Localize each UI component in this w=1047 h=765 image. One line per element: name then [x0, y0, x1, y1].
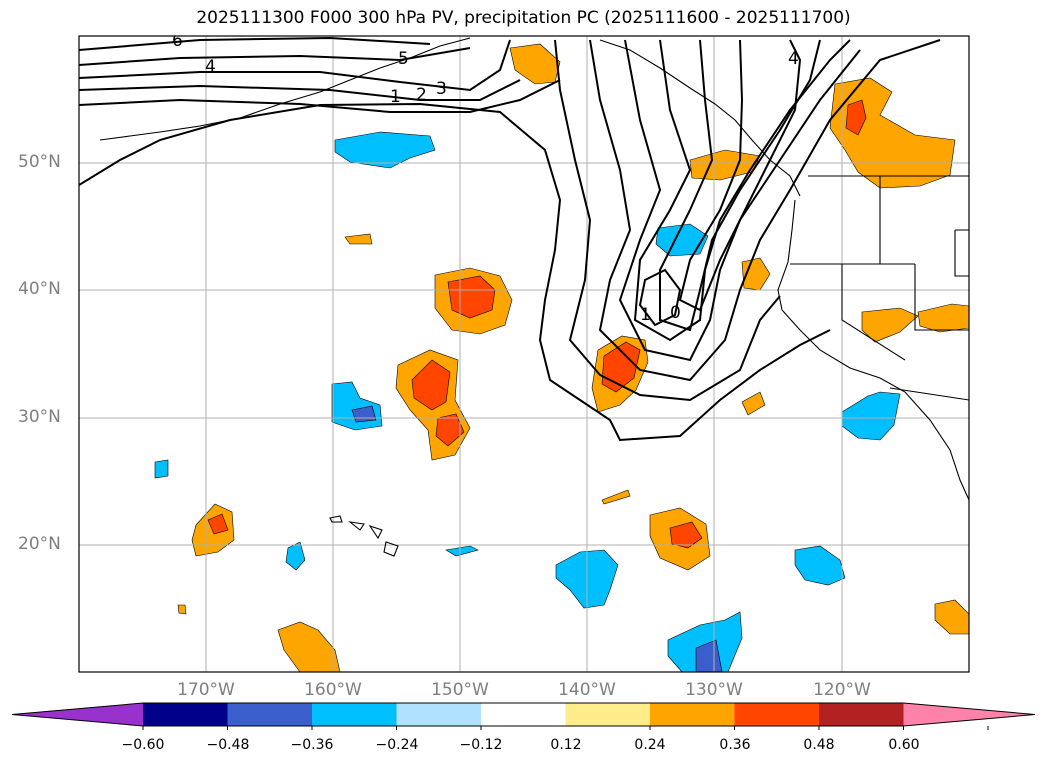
contour-label: 1 [640, 305, 651, 325]
lon-label-130w: 130°W [685, 680, 743, 700]
precip-negative-area [655, 223, 709, 257]
lat-label-30n: 30°N [18, 407, 61, 427]
precip-strong-positive-area [435, 413, 465, 447]
colorbar-segment [143, 703, 228, 726]
colorbar-segment [481, 703, 566, 726]
colorbar [11, 702, 1036, 730]
graticule [79, 36, 969, 672]
pv-contours [79, 36, 941, 442]
pv-contour [618, 39, 861, 362]
colorbar-tick-label: −0.24 [375, 737, 419, 753]
contour-label: 4 [205, 57, 216, 77]
precip-negative-area [154, 459, 169, 479]
map-title: 2025111300 F000 300 hPa PV, precipitatio… [196, 8, 851, 28]
colorbar-tick-label: −0.60 [121, 737, 165, 753]
precip-strong-positive-area [207, 513, 229, 535]
precip-strong-positive-area [601, 341, 641, 393]
lon-label-170w: 170°W [177, 680, 235, 700]
colorbar-tick-label: 0.24 [634, 737, 666, 753]
precip-negative-area [334, 131, 436, 169]
pv-contour-labels: 6 4 5 1 2 3 4 1 0 [172, 31, 799, 325]
colorbar-segment [650, 703, 735, 726]
colorbar-segment [565, 703, 651, 726]
map-frame [78, 35, 970, 673]
colorbar-extend-min [12, 703, 143, 726]
state-boundaries [790, 176, 969, 361]
north-american-coastline [777, 199, 969, 501]
lat-label-40n: 40°N [18, 279, 61, 299]
us-mexico-border [889, 387, 969, 401]
precip-positive-area [741, 391, 766, 416]
pv-contour [79, 36, 431, 51]
pv-contour [678, 39, 802, 312]
colorbar-tick-label: −0.36 [290, 737, 334, 753]
pv-contour [659, 39, 821, 332]
colorbar-tick-label: 0.48 [803, 737, 835, 753]
precip-positive-area [277, 621, 341, 672]
precip-negative-area [445, 545, 479, 557]
colorbar-segments [11, 702, 1036, 727]
contour-label: 3 [436, 79, 447, 99]
coastlines [99, 37, 969, 557]
lat-label-20n: 20°N [18, 534, 61, 554]
precip-negative-area [285, 541, 306, 571]
precip-negative-area [841, 391, 901, 441]
precip-positive-area [917, 303, 969, 333]
precip-positive-area [601, 489, 631, 505]
precip-strong-positive-area [845, 99, 867, 136]
pv-contour [79, 79, 561, 113]
contour-label: 6 [172, 31, 183, 51]
contour-label: 5 [398, 49, 409, 69]
contour-label: 1 [390, 87, 401, 107]
map-canvas: 6 4 5 1 2 3 4 1 0 [78, 31, 970, 673]
alaska-panhandle-coastline [599, 39, 801, 197]
precip-negative-area [667, 611, 743, 672]
lon-label-150w: 150°W [431, 680, 489, 700]
pv-closed-contour [638, 268, 682, 327]
lat-label-50n: 50°N [18, 152, 61, 172]
colorbar-tick-label: 0.36 [719, 737, 751, 753]
colorbar-segment [227, 703, 313, 726]
precip-strong-positive-area [411, 359, 451, 411]
colorbar-tick-label: 0.60 [888, 737, 920, 753]
precip-strong-negative-area [695, 639, 723, 672]
pv-contour [79, 47, 471, 66]
alaska-coastline [99, 37, 471, 141]
colorbar-tick-label: 0.12 [550, 737, 582, 753]
precip-positive-area [934, 599, 969, 635]
colorbar-segment [312, 703, 397, 726]
precip-strong-positive-area [669, 521, 703, 549]
hawaii-islands [329, 515, 399, 557]
pv-contour [79, 102, 831, 442]
colorbar-segment [734, 703, 820, 726]
pv-contour [79, 79, 521, 101]
precip-anomaly-fills [154, 43, 969, 672]
colorbar-segment [819, 703, 904, 726]
colorbar-extend-max [903, 703, 1035, 726]
contour-label: 4 [788, 49, 799, 69]
colorbar-segment [396, 703, 482, 726]
precip-negative-area [794, 545, 846, 586]
precip-positive-area [861, 307, 919, 343]
pv-contour [79, 39, 511, 92]
pv-contour [589, 39, 941, 382]
colorbar-tick-label: −0.48 [206, 737, 250, 753]
pv-contour [633, 39, 851, 342]
lon-label-120w: 120°W [813, 680, 871, 700]
contour-label: 0 [670, 303, 681, 323]
pv-contour [554, 39, 781, 402]
colorbar-ticks [142, 726, 989, 730]
lon-label-140w: 140°W [558, 680, 616, 700]
colorbar-tick-label: −0.12 [459, 737, 503, 753]
lon-label-160w: 160°W [304, 680, 362, 700]
precip-positive-area [344, 233, 373, 245]
contour-label: 2 [416, 85, 427, 105]
precip-positive-area [177, 604, 187, 615]
